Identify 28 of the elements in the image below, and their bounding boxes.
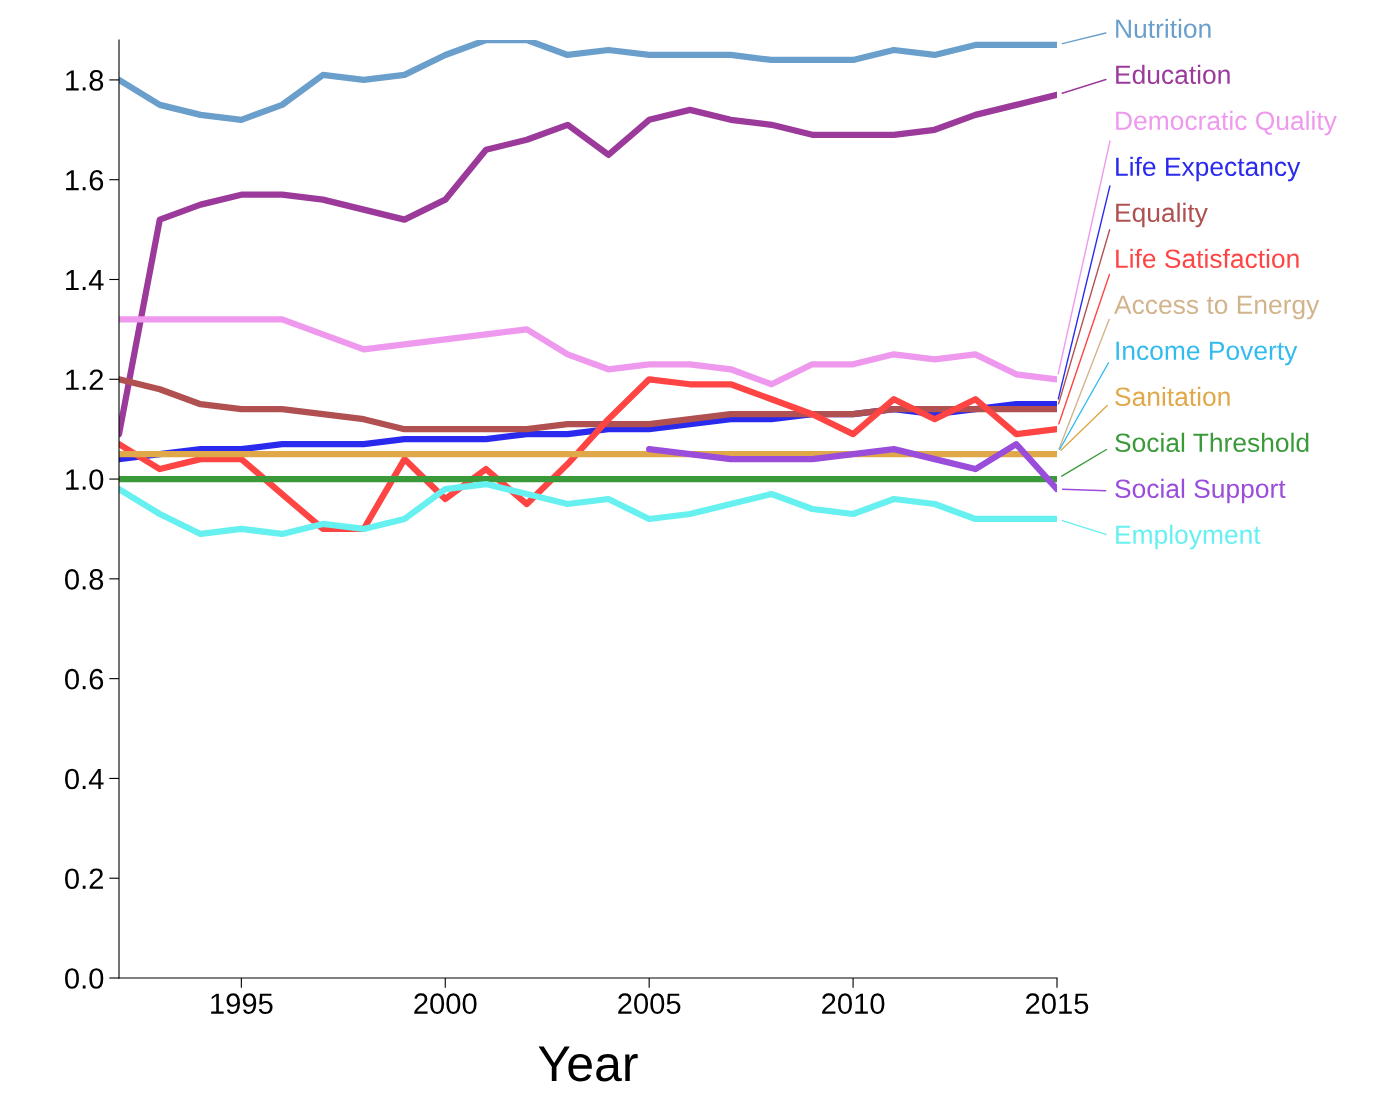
legend-label: Employment (1116, 524, 1261, 550)
y-tick-label: 1.4 (66, 269, 104, 291)
legend-label: Access to Energy (1114, 295, 1320, 320)
x-axis-title: Year (538, 1046, 638, 1082)
legend-label: Social Support (1115, 478, 1286, 504)
text: Democratic Quality (1116, 110, 1337, 136)
y-tick-label: 1.2 (66, 369, 103, 390)
text: Life Expectancy (1116, 156, 1301, 182)
y-tick-label: 0.6 (65, 668, 104, 690)
legend-label: Education (1116, 64, 1230, 85)
x-tick-label: 1995 (211, 993, 273, 1015)
y-tick-label: 0.0 (65, 968, 104, 989)
legend-label: Nutrition (1116, 18, 1211, 39)
x-tick-label: 2015 (1026, 993, 1089, 1015)
text: Sanitation (1115, 386, 1230, 407)
y-tick-label: 1.6 (66, 169, 104, 191)
text: Equality (1116, 202, 1208, 228)
x-tick-label: 2000 (414, 993, 477, 1015)
x-tick-label: 2010 (822, 993, 885, 1015)
y-tick-label: 1.0 (66, 469, 104, 490)
y-tick-label: 0.8 (65, 569, 104, 590)
legend-label: Income Poverty (1116, 341, 1298, 366)
y-tick-label: 0.2 (65, 868, 103, 890)
y-tick-label: 0.4 (65, 768, 104, 790)
text: Social Threshold (1115, 432, 1309, 453)
text: Life Satisfaction (1116, 248, 1299, 269)
x-tick-label: 2005 (618, 993, 681, 1015)
y-tick-label: 1.8 (66, 70, 104, 91)
